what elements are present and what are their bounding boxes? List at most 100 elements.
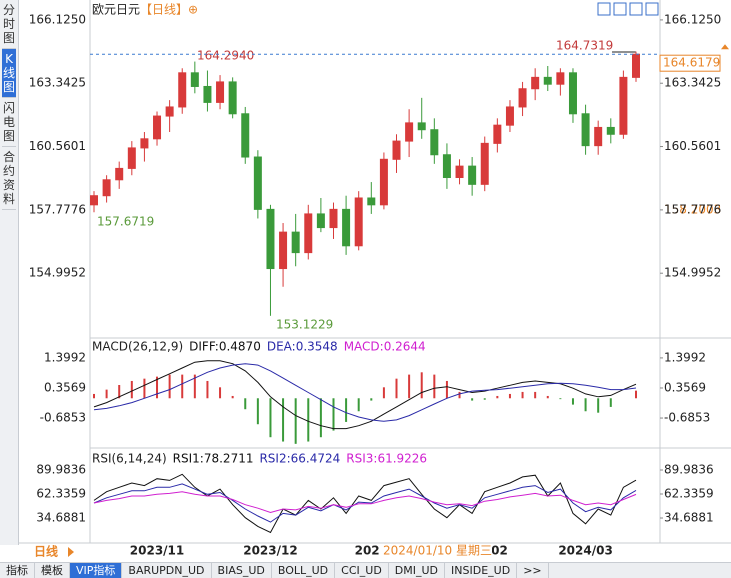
- candle-body: [115, 167, 124, 181]
- sidebar-tab[interactable]: 闪电图: [2, 98, 16, 147]
- candle-body: [632, 53, 640, 78]
- sidebar: 分时图 K线图 闪电图 合约资料: [0, 0, 19, 545]
- candle-body: [455, 165, 464, 179]
- y-tick-label: 163.3425: [664, 76, 721, 90]
- crosshair-price: 158.2003: [664, 203, 721, 217]
- icon[interactable]: [629, 2, 643, 16]
- candle-body: [279, 231, 288, 270]
- bottom-tab[interactable]: >>: [517, 563, 549, 578]
- candle-body: [291, 231, 300, 254]
- bottom-tabs: 指标 模板 VIP指标 BARUPDN_UD BIAS_UD BOLL_UD CCI_UD D…: [0, 562, 731, 578]
- indicator-line: [93, 473, 637, 534]
- candle-body: [165, 106, 174, 117]
- period-label[interactable]: 日线: [34, 544, 58, 559]
- sidebar-tab[interactable]: 分时图: [2, 0, 16, 49]
- bottom-tab[interactable]: VIP指标: [70, 563, 123, 578]
- period: 【日线】: [140, 3, 188, 17]
- y-tick-label: 160.5601: [664, 139, 721, 153]
- candle-body: [518, 88, 527, 108]
- bottom-tab[interactable]: BOLL_UD: [272, 563, 336, 578]
- icon[interactable]: [597, 2, 611, 16]
- legend-entry: DEA:0.3548: [267, 340, 338, 354]
- indicator-title: RSI(6,14,24): [92, 452, 167, 466]
- y-tick-label: 34.6881: [664, 510, 714, 524]
- y-tick-label: 1.3992: [44, 350, 86, 364]
- bottom-tab[interactable]: 指标: [0, 563, 35, 578]
- bottom-tab[interactable]: BIAS_UD: [212, 563, 272, 578]
- y-tick-label: 166.1250: [664, 12, 721, 26]
- y-tick-label: 157.7776: [29, 202, 86, 216]
- x-tick-label: 2024/03: [558, 544, 612, 558]
- indicator-line: [93, 360, 637, 430]
- bottom-tab[interactable]: INSIDE_UD: [445, 563, 518, 578]
- x-tick-label: /02: [487, 544, 508, 558]
- y-tick-label: -0.6853: [664, 411, 710, 425]
- x-tick-label: 2024: [355, 544, 388, 558]
- candle-body: [90, 195, 98, 206]
- bottom-tab[interactable]: 模板: [35, 563, 70, 578]
- candle-body: [367, 197, 376, 206]
- candle-body: [468, 165, 477, 185]
- candle-body: [531, 76, 540, 90]
- candle-body: [102, 179, 111, 197]
- candle-body: [619, 76, 628, 135]
- y-tick-label: 163.3425: [29, 76, 86, 90]
- candle-body: [405, 122, 414, 142]
- candle-body: [493, 124, 502, 144]
- candle-body: [594, 126, 603, 147]
- legend-entry: MACD:0.2644: [344, 340, 426, 354]
- y-tick-label: 62.3359: [664, 486, 714, 500]
- period-arrow[interactable]: [68, 547, 74, 557]
- candle-body: [430, 129, 439, 156]
- icon[interactable]: [613, 2, 627, 16]
- candle-body: [379, 158, 388, 206]
- candle-body: [266, 208, 275, 270]
- add-icon[interactable]: ⊕: [188, 3, 198, 17]
- candle-body: [241, 113, 250, 158]
- y-tick-label: 154.9952: [29, 266, 86, 280]
- candle-body: [354, 197, 363, 247]
- candle-body: [253, 156, 262, 210]
- crosshair-date-box: [380, 544, 492, 559]
- y-tick-label: 34.6881: [36, 510, 86, 524]
- last-price-label: 164.6179: [663, 56, 720, 70]
- candle-body: [392, 140, 401, 160]
- legend-entry: RSI2:66.4724: [259, 452, 340, 466]
- candle-body: [203, 85, 212, 103]
- candle-body: [216, 81, 225, 103]
- legend-entry: RSI3:61.9226: [346, 452, 427, 466]
- low-annotation: 153.1229: [276, 318, 333, 332]
- candle-body: [606, 126, 615, 135]
- y-tick-label: -0.6853: [40, 411, 86, 425]
- candle-body: [329, 208, 338, 229]
- high-annotation: 164.7319: [556, 39, 613, 53]
- y-tick-label: 166.1250: [29, 12, 86, 26]
- indicator-title: MACD(26,12,9): [92, 340, 183, 354]
- bottom-tab[interactable]: BARUPDN_UD: [122, 563, 212, 578]
- y-tick-label: 0.3569: [44, 380, 86, 394]
- bottom-tab[interactable]: DMI_UD: [389, 563, 446, 578]
- last-price-box: [659, 54, 721, 72]
- candle-body: [153, 115, 162, 140]
- sidebar-tab[interactable]: K线图: [2, 49, 16, 98]
- bottom-tab[interactable]: CCI_UD: [335, 563, 389, 578]
- y-tick-label: 160.5601: [29, 139, 86, 153]
- y-tick-label: 0.3569: [664, 380, 706, 394]
- legend-entry: RSI1:78.2711: [173, 452, 254, 466]
- sidebar-tab[interactable]: 合约资料: [2, 147, 16, 210]
- candle-body: [417, 122, 426, 131]
- toolbar-icons: [597, 2, 659, 16]
- chart-title: 欧元日元: [92, 3, 140, 17]
- candle-body: [556, 72, 565, 85]
- candle-body: [228, 81, 237, 115]
- candle-body: [543, 76, 552, 85]
- y-tick-label: 154.9952: [664, 266, 721, 280]
- candle-body: [316, 213, 325, 229]
- legend-entry: DIFF:0.4870: [189, 340, 261, 354]
- icon[interactable]: [645, 2, 659, 16]
- candle-body: [140, 138, 149, 149]
- candle-body: [127, 147, 136, 169]
- candle-body: [178, 72, 187, 108]
